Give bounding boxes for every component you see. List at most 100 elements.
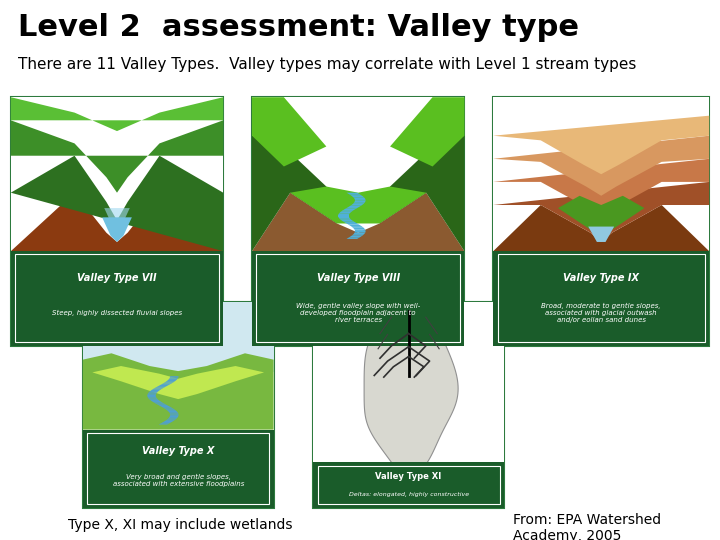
Polygon shape xyxy=(158,423,169,424)
Polygon shape xyxy=(354,198,365,199)
Bar xyxy=(252,251,464,346)
Polygon shape xyxy=(338,213,350,215)
Polygon shape xyxy=(166,410,176,411)
Bar xyxy=(313,302,504,508)
Polygon shape xyxy=(493,205,709,251)
Text: Valley Type VIII: Valley Type VIII xyxy=(317,273,400,282)
Polygon shape xyxy=(355,231,366,233)
Polygon shape xyxy=(150,400,160,401)
Polygon shape xyxy=(163,382,174,383)
Text: Very broad and gentle slopes,
associated with extensive floodplains: Very broad and gentle slopes, associated… xyxy=(112,474,244,487)
Polygon shape xyxy=(364,313,458,477)
Bar xyxy=(498,254,705,342)
Polygon shape xyxy=(338,217,350,218)
Polygon shape xyxy=(346,193,360,194)
Bar xyxy=(318,465,500,504)
Text: Valley Type VII: Valley Type VII xyxy=(77,273,157,282)
Polygon shape xyxy=(160,406,171,407)
Polygon shape xyxy=(92,366,264,399)
Polygon shape xyxy=(164,408,175,410)
Polygon shape xyxy=(493,159,709,217)
Polygon shape xyxy=(252,136,337,251)
Polygon shape xyxy=(341,210,354,212)
Bar xyxy=(493,97,709,251)
Polygon shape xyxy=(11,193,223,251)
Polygon shape xyxy=(252,193,464,251)
Text: There are 11 Valley Types.  Valley types may correlate with Level 1 stream types: There are 11 Valley Types. Valley types … xyxy=(18,57,636,72)
Polygon shape xyxy=(161,422,171,423)
Polygon shape xyxy=(351,196,364,198)
Polygon shape xyxy=(168,417,178,418)
Polygon shape xyxy=(355,199,366,201)
Text: Type X, XI may include wetlands: Type X, XI may include wetlands xyxy=(68,518,292,532)
Polygon shape xyxy=(163,407,173,408)
Bar xyxy=(15,254,219,342)
Text: Level 2  assessment: Valley type: Level 2 assessment: Valley type xyxy=(18,14,579,43)
Bar xyxy=(313,302,504,508)
Text: Deltas: elongated, highly constructive: Deltas: elongated, highly constructive xyxy=(348,492,469,497)
Polygon shape xyxy=(11,156,223,251)
Polygon shape xyxy=(169,412,179,414)
Polygon shape xyxy=(168,411,177,412)
Text: Valley Type IX: Valley Type IX xyxy=(563,273,639,282)
Polygon shape xyxy=(11,97,223,131)
Polygon shape xyxy=(166,380,176,381)
Polygon shape xyxy=(339,218,351,220)
Polygon shape xyxy=(83,353,274,430)
Polygon shape xyxy=(351,204,364,205)
Polygon shape xyxy=(148,396,156,397)
Polygon shape xyxy=(148,397,157,399)
Polygon shape xyxy=(354,233,365,234)
Polygon shape xyxy=(346,223,359,225)
Bar xyxy=(252,97,464,346)
Polygon shape xyxy=(588,227,614,242)
Polygon shape xyxy=(351,226,364,228)
Bar xyxy=(493,97,709,346)
Polygon shape xyxy=(343,208,356,210)
Bar xyxy=(87,433,269,504)
Polygon shape xyxy=(150,390,161,391)
Polygon shape xyxy=(341,220,354,221)
Polygon shape xyxy=(346,237,360,239)
Polygon shape xyxy=(148,394,156,395)
Polygon shape xyxy=(163,421,174,422)
Polygon shape xyxy=(349,194,362,196)
Polygon shape xyxy=(558,196,644,236)
Polygon shape xyxy=(148,395,156,396)
Bar xyxy=(256,254,460,342)
Text: Valley Type XI: Valley Type XI xyxy=(375,472,442,481)
Polygon shape xyxy=(158,404,168,406)
Polygon shape xyxy=(346,207,359,208)
Polygon shape xyxy=(149,391,158,392)
Polygon shape xyxy=(252,97,326,166)
Polygon shape xyxy=(166,420,176,421)
Polygon shape xyxy=(290,186,426,224)
Bar xyxy=(83,430,274,508)
Polygon shape xyxy=(343,221,356,223)
Polygon shape xyxy=(152,389,162,390)
Bar xyxy=(11,97,223,251)
Text: Valley Type X: Valley Type X xyxy=(142,447,215,456)
Bar xyxy=(83,302,274,430)
Polygon shape xyxy=(161,383,171,385)
Polygon shape xyxy=(104,208,130,236)
Polygon shape xyxy=(158,385,169,386)
Polygon shape xyxy=(493,116,709,174)
Polygon shape xyxy=(167,418,177,420)
Polygon shape xyxy=(165,381,175,382)
Polygon shape xyxy=(170,414,179,415)
Polygon shape xyxy=(354,230,366,231)
Polygon shape xyxy=(170,376,179,377)
Bar xyxy=(252,97,464,251)
Bar xyxy=(83,302,274,373)
Polygon shape xyxy=(354,201,366,202)
Polygon shape xyxy=(148,399,158,400)
Polygon shape xyxy=(156,403,166,404)
Bar xyxy=(313,462,504,508)
Text: From: EPA Watershed
Academy, 2005: From: EPA Watershed Academy, 2005 xyxy=(513,513,661,540)
Polygon shape xyxy=(339,212,351,213)
Polygon shape xyxy=(349,235,362,237)
Polygon shape xyxy=(151,401,162,402)
Polygon shape xyxy=(493,182,709,242)
Bar xyxy=(493,251,709,346)
